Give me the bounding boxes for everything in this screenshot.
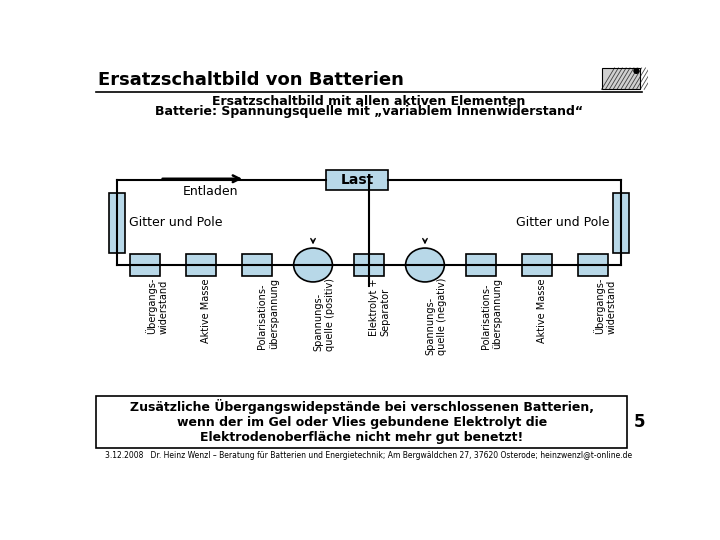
Bar <box>326 170 388 190</box>
Bar <box>243 254 271 276</box>
Bar <box>467 254 495 276</box>
Text: Polarisations-
überspannung: Polarisations- überspannung <box>481 278 503 349</box>
Text: 5: 5 <box>634 413 645 431</box>
Text: Ersatzschaltbild mit allen aktiven Elementen: Ersatzschaltbild mit allen aktiven Eleme… <box>212 95 526 108</box>
Ellipse shape <box>294 248 333 282</box>
Text: Gitter und Pole: Gitter und Pole <box>516 216 609 229</box>
Bar <box>601 68 640 90</box>
Ellipse shape <box>405 248 444 282</box>
Text: Aktive Masse: Aktive Masse <box>201 278 211 342</box>
Bar <box>613 193 629 253</box>
Text: Elektrolyt +
Separator: Elektrolyt + Separator <box>369 278 391 335</box>
Text: Entladen: Entladen <box>182 185 238 198</box>
Text: Zusätzliche Übergangswideрstände bei verschlossenen Batterien,: Zusätzliche Übergangswideрstände bei ver… <box>130 399 593 414</box>
Text: Polarisations-
überspannung: Polarisations- überspannung <box>257 278 279 349</box>
Text: Gitter und Pole: Gitter und Pole <box>129 216 222 229</box>
Text: Übergangs-
widerstand: Übergangs- widerstand <box>593 278 616 334</box>
Text: Aktive Masse: Aktive Masse <box>537 278 547 342</box>
Text: Elektrodenoberfläche nicht mehr gut benetzt!: Elektrodenoberfläche nicht mehr gut bene… <box>200 431 523 444</box>
Ellipse shape <box>634 68 639 74</box>
Text: Übergangs-
widerstand: Übergangs- widerstand <box>145 278 168 334</box>
Text: Spannungs-
quelle (positiv): Spannungs- quelle (positiv) <box>313 278 335 351</box>
Text: Ersatzschaltbild von Batterien: Ersatzschaltbild von Batterien <box>98 71 404 89</box>
Text: Last: Last <box>341 173 374 187</box>
Bar <box>130 254 160 276</box>
Bar <box>522 254 552 276</box>
Bar <box>578 254 608 276</box>
Bar <box>96 396 627 448</box>
Text: Spannungs-
quelle (negativ): Spannungs- quelle (negativ) <box>425 278 446 355</box>
Text: wenn der im Gel oder Vlies gebundene Elektrolyt die: wenn der im Gel oder Vlies gebundene Ele… <box>176 416 546 429</box>
Bar <box>186 254 216 276</box>
Bar <box>109 193 125 253</box>
Text: 3.12.2008   Dr. Heinz Wenzl – Beratung für Batterien und Energietechnik; Am Berg: 3.12.2008 Dr. Heinz Wenzl – Beratung für… <box>105 451 633 461</box>
Text: Batterie: Spannungsquelle mit „variablem Innenwiderstand“: Batterie: Spannungsquelle mit „variablem… <box>155 105 583 118</box>
Bar <box>354 254 384 276</box>
